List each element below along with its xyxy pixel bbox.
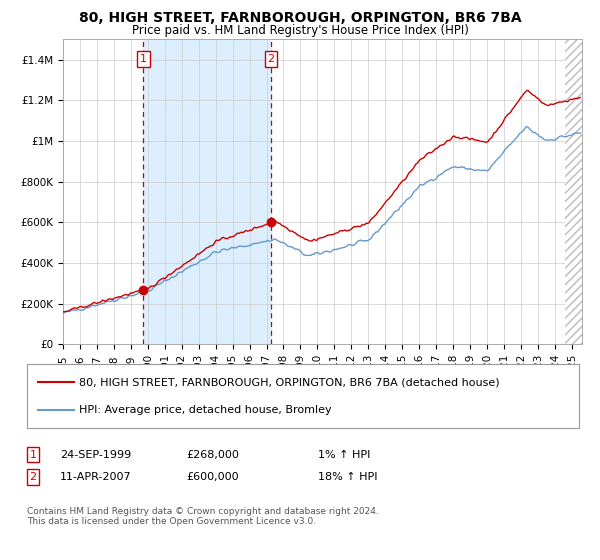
Text: 2: 2	[268, 54, 275, 64]
Text: Price paid vs. HM Land Registry's House Price Index (HPI): Price paid vs. HM Land Registry's House …	[131, 24, 469, 37]
Bar	[565, 39, 582, 344]
Text: 1% ↑ HPI: 1% ↑ HPI	[318, 450, 370, 460]
Text: 18% ↑ HPI: 18% ↑ HPI	[318, 472, 377, 482]
Bar	[565, 39, 582, 344]
Text: 24-SEP-1999: 24-SEP-1999	[60, 450, 131, 460]
Text: £268,000: £268,000	[186, 450, 239, 460]
Text: 2: 2	[29, 472, 37, 482]
Text: 1: 1	[29, 450, 37, 460]
Text: £600,000: £600,000	[186, 472, 239, 482]
Text: 1: 1	[140, 54, 147, 64]
Bar	[143, 39, 271, 344]
Text: 11-APR-2007: 11-APR-2007	[60, 472, 131, 482]
Text: 80, HIGH STREET, FARNBOROUGH, ORPINGTON, BR6 7BA (detached house): 80, HIGH STREET, FARNBOROUGH, ORPINGTON,…	[79, 377, 500, 387]
Text: Contains HM Land Registry data © Crown copyright and database right 2024.
This d: Contains HM Land Registry data © Crown c…	[27, 507, 379, 526]
Text: 80, HIGH STREET, FARNBOROUGH, ORPINGTON, BR6 7BA: 80, HIGH STREET, FARNBOROUGH, ORPINGTON,…	[79, 11, 521, 25]
Text: HPI: Average price, detached house, Bromley: HPI: Average price, detached house, Brom…	[79, 405, 332, 416]
